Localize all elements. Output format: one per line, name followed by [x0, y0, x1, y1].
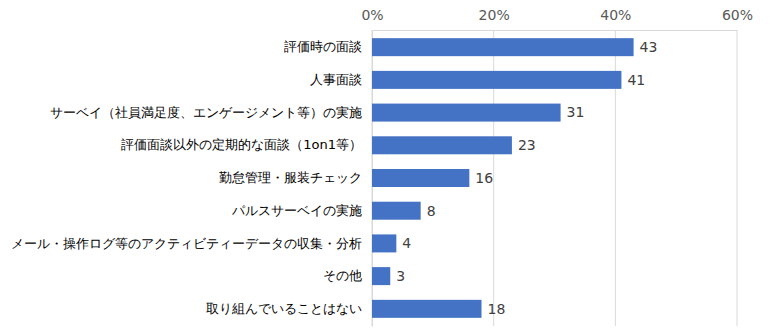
bar [372, 38, 634, 56]
tick: メール・操作ログ等のアクティビティーデータの収集・分析 [11, 236, 372, 251]
data-label: 4 [402, 235, 411, 251]
data-labels: 434131231684318 [396, 39, 657, 317]
tick-label: 20% [479, 7, 510, 23]
tick: その他 [323, 268, 372, 283]
bar [372, 202, 421, 220]
category-label: 人事面談 [310, 72, 362, 87]
tick: 勤怠管理・服装チェック [219, 170, 372, 185]
grid-line [737, 30, 738, 326]
tick: 0% [361, 7, 383, 30]
y-axis: 評価時の面談人事面談サーベイ（社員満足度、エンゲージメント等）の実施評価面談以外… [11, 31, 373, 327]
data-label: 41 [627, 72, 645, 88]
bar [372, 136, 512, 154]
category-label: パルスサーベイの実施 [231, 203, 362, 218]
data-label: 3 [396, 268, 405, 284]
data-label: 23 [518, 137, 536, 153]
data-label: 18 [488, 301, 506, 317]
category-label: 評価時の面談 [284, 39, 362, 54]
tick-label: 60% [722, 7, 753, 23]
data-label: 31 [567, 104, 585, 120]
category-label: 勤怠管理・服装チェック [219, 170, 362, 185]
grid [372, 30, 737, 326]
data-label: 8 [427, 203, 436, 219]
tick: 20% [479, 7, 510, 30]
category-label: 評価面談以外の定期的な面談（1on1等） [121, 137, 362, 152]
chart: 0% 20% 40% 60% 評価時の面談人事面談サーベイ（社員満足度、エンゲージメント… [0, 0, 779, 328]
tick: 評価時の面談 [284, 39, 372, 54]
axis-line [373, 30, 738, 31]
tick-label: 0% [361, 7, 383, 23]
data-label: 16 [475, 170, 493, 186]
category-label: サーベイ（社員満足度、エンゲージメント等）の実施 [50, 105, 362, 120]
category-label: メール・操作ログ等のアクティビティーデータの収集・分析 [11, 236, 362, 251]
tick: 評価面談以外の定期的な面談（1on1等） [121, 137, 372, 152]
bar [372, 234, 396, 252]
tick: 人事面談 [310, 72, 372, 87]
bar [372, 104, 561, 122]
tick: 40% [600, 7, 631, 30]
tick-label: 40% [600, 7, 631, 23]
tick: 取り組んでいることはない [206, 301, 372, 316]
tick: パルスサーベイの実施 [231, 203, 372, 218]
data-label: 43 [640, 39, 658, 55]
bar [372, 71, 621, 89]
bars [372, 38, 634, 318]
bar [372, 169, 469, 187]
bar [372, 300, 482, 318]
category-label: 取り組んでいることはない [206, 301, 362, 316]
category-label: その他 [323, 268, 362, 283]
bar [372, 267, 390, 285]
tick: サーベイ（社員満足度、エンゲージメント等）の実施 [50, 105, 372, 120]
x-axis: 0% 20% 40% 60% [361, 7, 753, 31]
tick: 60% [722, 7, 753, 30]
